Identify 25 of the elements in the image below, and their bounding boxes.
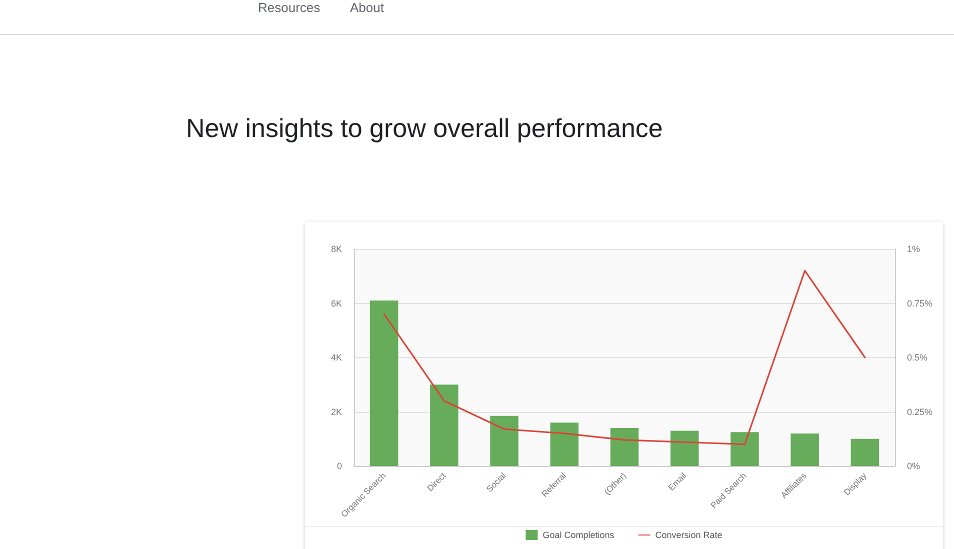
y2-tick-label: 1% bbox=[907, 244, 920, 254]
bar bbox=[610, 428, 639, 466]
line-series bbox=[383, 270, 866, 446]
bar bbox=[670, 430, 699, 466]
legend-label: Goal Completions bbox=[542, 530, 615, 540]
y2-tick-label: 0.25% bbox=[907, 406, 933, 417]
y-tick-label: 8K bbox=[330, 244, 342, 254]
y2-tick-label: 0% bbox=[907, 461, 920, 471]
y2-tick-label: 0.75% bbox=[907, 298, 933, 308]
chart-title: New insights to grow overall performance bbox=[186, 112, 663, 144]
y-tick-label: 2K bbox=[330, 406, 342, 417]
bar bbox=[790, 433, 819, 466]
y2-tick-label: 0.5% bbox=[907, 352, 928, 362]
bar bbox=[730, 432, 759, 466]
bar bbox=[490, 416, 518, 466]
bar bbox=[430, 384, 458, 466]
text: Resources bbox=[258, 0, 320, 16]
bar bbox=[850, 438, 880, 466]
bar bbox=[550, 422, 579, 466]
text: About bbox=[350, 0, 384, 16]
bar bbox=[370, 300, 398, 466]
legend-label: Conversion Rate bbox=[655, 530, 722, 540]
y-tick-label: 6K bbox=[330, 298, 342, 308]
y-tick-label: 0 bbox=[336, 461, 342, 471]
y-tick-label: 4K bbox=[330, 352, 342, 362]
